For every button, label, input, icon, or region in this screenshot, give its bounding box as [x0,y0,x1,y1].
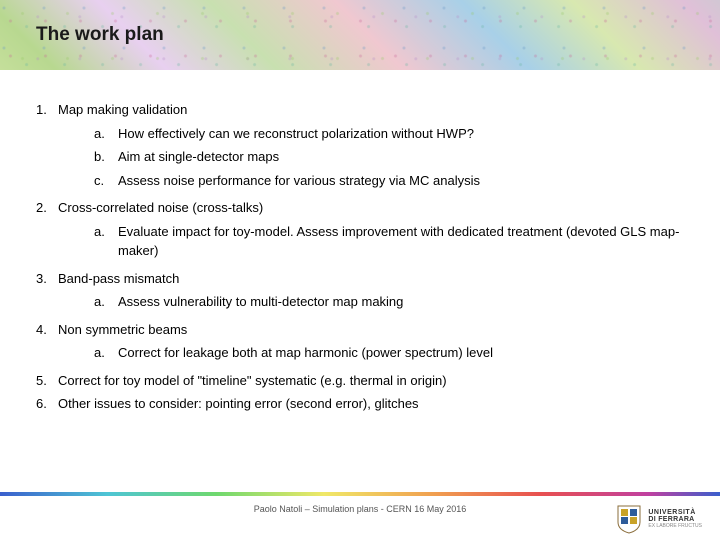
list-text: Non symmetric beams [58,320,684,340]
university-logo: UNIVERSITÀ DI FERRARA EX LABORE FRUCTUS [616,504,702,534]
sub-marker: a. [94,124,118,144]
list-text: Other issues to consider: pointing error… [58,394,684,414]
sub-text: Correct for leakage both at map harmonic… [118,343,684,363]
footer: Paolo Natoli – Simulation plans - CERN 1… [0,492,720,540]
sub-text: How effectively can we reconstruct polar… [118,124,684,144]
sub-item: a.Correct for leakage both at map harmon… [94,343,684,363]
sub-text: Assess vulnerability to multi-detector m… [118,292,684,312]
university-text: UNIVERSITÀ DI FERRARA EX LABORE FRUCTUS [648,509,702,530]
list-marker: 4. [36,320,58,340]
sub-marker: c. [94,171,118,191]
sub-list: a.Evaluate impact for toy-model. Assess … [36,222,684,261]
sub-list: a.Correct for leakage both at map harmon… [36,343,684,363]
list-text: Map making validation [58,100,684,120]
slide-title: The work plan [36,24,164,46]
sub-list: a.Assess vulnerability to multi-detector… [36,292,684,312]
list-marker: 5. [36,371,58,391]
list-item: 6.Other issues to consider: pointing err… [36,394,684,414]
university-line1: UNIVERSITÀ [648,509,702,517]
crest-icon [616,504,642,534]
sub-item: b.Aim at single-detector maps [94,147,684,167]
sub-item: c.Assess noise performance for various s… [94,171,684,191]
sub-marker: a. [94,343,118,363]
list-text: Cross-correlated noise (cross-talks) [58,198,684,218]
list-item: 3.Band-pass mismatch [36,269,684,289]
sub-text: Assess noise performance for various str… [118,171,684,191]
footer-color-line [0,492,720,496]
sub-list: a.How effectively can we reconstruct pol… [36,124,684,191]
sub-text: Evaluate impact for toy-model. Assess im… [118,222,684,261]
list-marker: 3. [36,269,58,289]
sub-marker: a. [94,222,118,261]
sub-item: a.Evaluate impact for toy-model. Assess … [94,222,684,261]
list-marker: 6. [36,394,58,414]
footer-text: Paolo Natoli – Simulation plans - CERN 1… [0,504,720,514]
list-text: Band-pass mismatch [58,269,684,289]
header-band: The work plan [0,0,720,70]
list-text: Correct for toy model of "timeline" syst… [58,371,684,391]
list-marker: 1. [36,100,58,120]
list-marker: 2. [36,198,58,218]
list-item: 5.Correct for toy model of "timeline" sy… [36,371,684,391]
sub-item: a.How effectively can we reconstruct pol… [94,124,684,144]
sub-marker: a. [94,292,118,312]
list-item: 2.Cross-correlated noise (cross-talks) [36,198,684,218]
sub-text: Aim at single-detector maps [118,147,684,167]
sub-item: a.Assess vulnerability to multi-detector… [94,292,684,312]
list-item: 1.Map making validation [36,100,684,120]
list-item: 4.Non symmetric beams [36,320,684,340]
university-line3: EX LABORE FRUCTUS [648,524,702,530]
content-area: 1.Map making validationa.How effectively… [0,70,720,414]
sub-marker: b. [94,147,118,167]
